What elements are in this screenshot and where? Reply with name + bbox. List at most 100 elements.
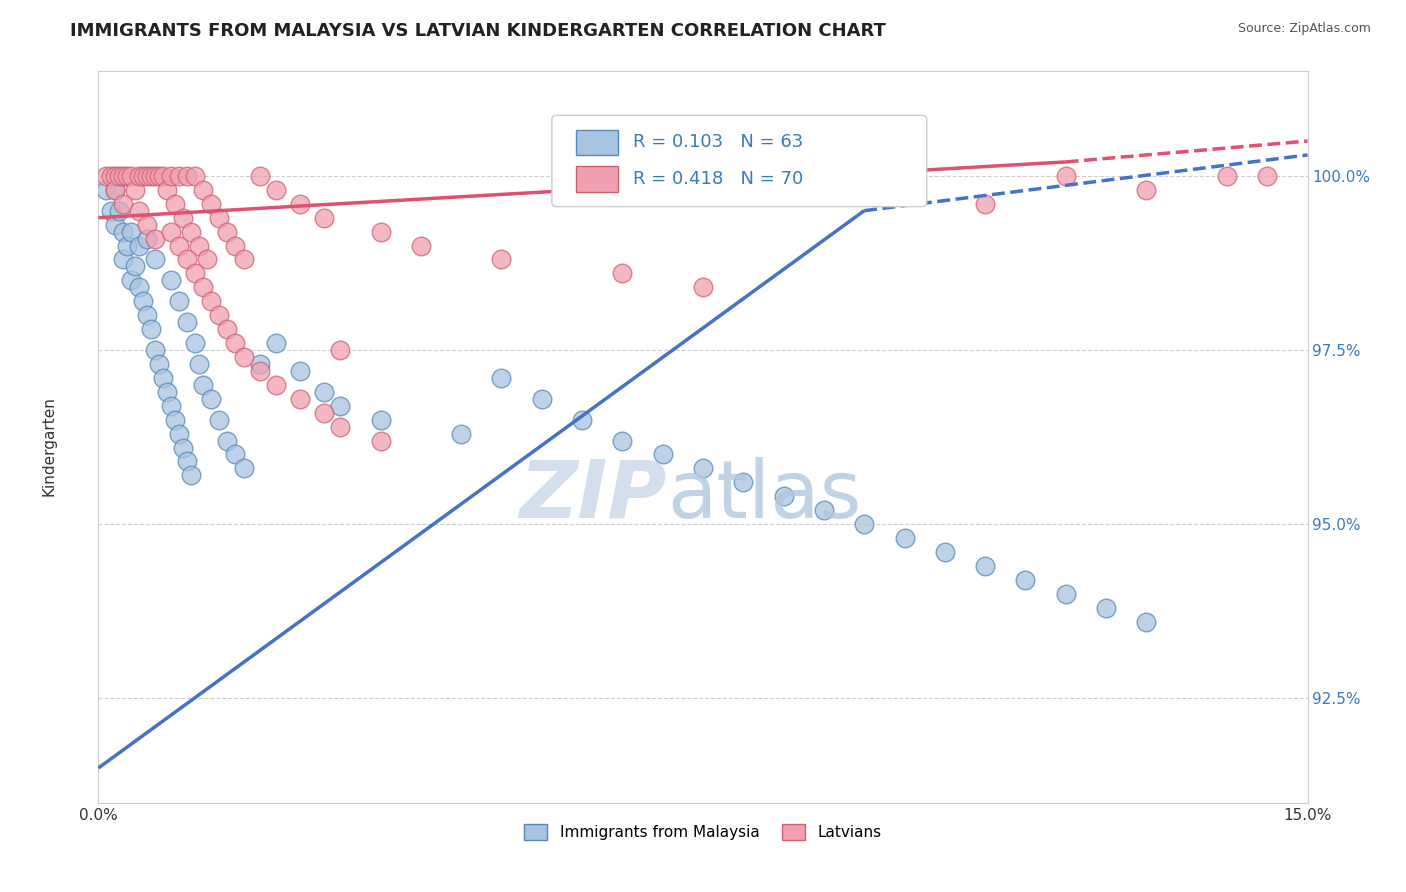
Point [217,225,239,239]
Point [217,322,239,336]
Point [160,399,183,413]
Point [120,169,142,183]
Point [1256,169,1278,183]
Point [135,308,157,322]
Point [120,273,142,287]
Point [180,225,202,239]
Point [132,294,155,309]
Point [249,169,271,183]
Point [96,183,118,197]
Point [200,294,222,309]
Point [143,252,166,267]
Point [217,434,239,448]
Point [491,252,513,267]
Point [288,364,311,378]
Point [111,196,134,211]
Point [167,426,190,441]
Point [1216,169,1239,183]
Point [180,468,202,483]
Point [132,169,155,183]
Text: ZIP: ZIP [519,457,666,534]
Point [264,377,287,392]
Point [184,169,207,183]
Point [128,203,150,218]
Point [208,308,231,322]
Point [733,475,755,490]
Point [100,203,122,218]
Point [103,183,125,197]
Point [111,169,134,183]
Point [264,336,287,351]
Point [1135,183,1157,197]
Point [135,218,157,232]
Point [208,412,231,426]
Point [176,315,198,329]
Point [772,489,794,503]
Legend: Immigrants from Malaysia, Latvians: Immigrants from Malaysia, Latvians [519,818,887,847]
Point [232,252,254,267]
FancyBboxPatch shape [551,115,927,207]
Point [163,196,186,211]
Point [139,169,162,183]
Point [128,280,150,294]
Point [1135,615,1157,629]
Point [176,169,198,183]
Point [143,169,166,183]
Point [184,336,207,351]
Text: R = 0.418   N = 70: R = 0.418 N = 70 [633,169,803,188]
Point [176,252,198,267]
Point [124,183,146,197]
Point [893,169,915,183]
Point [176,454,198,468]
Point [167,294,190,309]
Point [148,357,170,371]
Point [167,169,190,183]
Point [329,399,352,413]
Point [813,183,835,197]
Point [733,169,755,183]
Point [143,343,166,357]
Point [193,280,215,294]
Point [124,260,146,274]
Point [135,169,157,183]
Point [172,211,194,225]
Point [96,169,118,183]
Point [974,558,997,573]
Point [232,461,254,475]
Point [156,384,179,399]
Point [491,371,513,385]
Point [193,377,215,392]
Point [1095,600,1118,615]
Point [135,231,157,245]
Point [152,169,174,183]
Point [195,252,218,267]
Point [813,503,835,517]
Text: R = 0.103   N = 63: R = 0.103 N = 63 [633,133,803,152]
Point [370,412,392,426]
Point [128,238,150,252]
Point [163,412,186,426]
Point [107,169,129,183]
Point [450,426,472,441]
Text: Kindergarten: Kindergarten [42,396,56,496]
Point [692,280,714,294]
Point [612,266,634,280]
Point [115,169,138,183]
Point [1054,587,1077,601]
Point [184,266,207,280]
Point [224,238,246,252]
Text: Source: ZipAtlas.com: Source: ZipAtlas.com [1237,22,1371,36]
Point [314,384,336,399]
Point [370,434,392,448]
Point [288,196,311,211]
Point [115,238,138,252]
Point [224,336,246,351]
Point [103,183,125,197]
Point [128,169,150,183]
Point [249,357,271,371]
Point [139,322,162,336]
Point [1054,169,1077,183]
Point [100,169,122,183]
Point [288,392,311,406]
Point [111,225,134,239]
